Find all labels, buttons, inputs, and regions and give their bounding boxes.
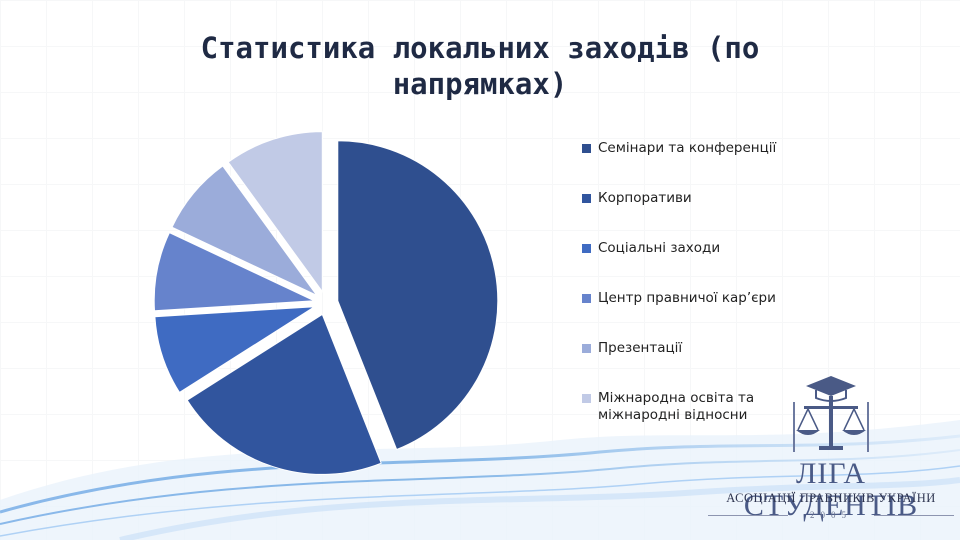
legend-swatch <box>582 194 591 203</box>
legend-item: Семінари та конференції <box>582 140 812 190</box>
legend-item: Корпоративи <box>582 190 812 240</box>
organization-logo: ЛІГА СТУДЕНТІВ АСОЦІАЦІЇ ПРАВНИКІВ УКРАЇ… <box>706 372 956 532</box>
slide-title-line-2: напрямках) <box>392 67 568 101</box>
legend-label: Міжнародна освіта та міжнародні відносни <box>598 390 755 423</box>
legend-label: Семінари та конференції <box>598 140 777 156</box>
legend-item: Центр правничої кар’єри <box>582 290 812 340</box>
scales-emblem-icon <box>793 376 869 452</box>
legend-swatch <box>582 144 591 153</box>
logo-name: ЛІГА СТУДЕНТІВ <box>743 457 919 522</box>
logo-divider-left <box>708 515 788 516</box>
legend-label: Презентації <box>598 340 683 356</box>
legend-label: Центр правничої кар’єри <box>598 290 776 306</box>
pie-slice-3 <box>154 306 315 394</box>
pie-slice-6 <box>227 131 323 294</box>
pie-slice-2 <box>186 313 382 475</box>
legend-label: Корпоративи <box>598 190 692 206</box>
pie-slice-4 <box>153 231 315 312</box>
legend-swatch <box>582 294 591 303</box>
logo-divider-right <box>874 515 954 516</box>
legend-label: Соціальні заходи <box>598 240 721 256</box>
legend-swatch <box>582 344 591 353</box>
logo-year: 2005 <box>810 510 852 520</box>
legend-item: Соціальні заходи <box>582 240 812 290</box>
pie-slice-1 <box>337 140 499 451</box>
logo-subtitle: АСОЦІАЦІЇ ПРАВНИКІВ УКРАЇНИ <box>726 491 936 505</box>
legend-item: Презентації <box>582 340 812 390</box>
slide-title: Статистика локальних заходів (по напрямк… <box>130 30 830 102</box>
legend-swatch <box>582 244 591 253</box>
legend-swatch <box>582 394 591 403</box>
chart-legend: Семінари та конференції Корпоративи Соціал… <box>582 140 812 440</box>
pie-slice-5 <box>171 165 318 296</box>
legend-item: Міжнародна освіта та міжнародні відносни <box>582 390 812 440</box>
slide-title-line-1: Статистика локальних заходів (по <box>200 31 760 65</box>
